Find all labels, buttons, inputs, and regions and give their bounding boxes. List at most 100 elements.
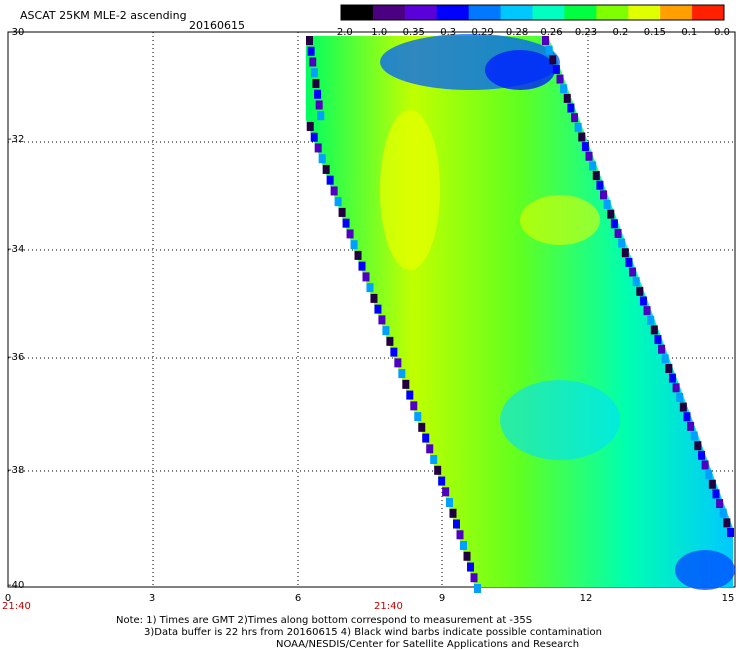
lat-label: -30 <box>8 27 25 38</box>
swath-edge-cell <box>410 401 418 411</box>
swath-edge-cell <box>632 277 640 287</box>
lat-label: -40 <box>8 580 25 591</box>
swath-edge-cell <box>639 296 647 306</box>
swath-edge-cell <box>636 286 644 296</box>
swath-edge-cell <box>701 460 709 470</box>
swath-edge-cell <box>708 479 716 489</box>
swath-edge-cell <box>621 248 629 258</box>
swath-edge-cell <box>310 132 318 142</box>
swath-edge-cell <box>719 508 727 518</box>
swath-edge-cell <box>567 103 575 113</box>
swath-edge-cell <box>625 257 633 267</box>
colorbar-label: -0.35 <box>398 27 425 38</box>
colorbar-label: -0.26 <box>536 27 563 38</box>
colorbar-cell <box>660 5 693 20</box>
swath-edge-cell <box>610 219 618 229</box>
swath-edge-cell <box>438 476 446 486</box>
swath-edge-cell <box>585 151 593 161</box>
swath-edge-cell <box>354 250 362 260</box>
swath-edge-cell <box>578 132 586 142</box>
swath-edge-cell <box>456 530 464 540</box>
swath-edge-cell <box>350 240 358 250</box>
swath-dark-blue-cell <box>485 50 555 90</box>
swath-edge-cell <box>470 573 478 583</box>
swath-edge-cell <box>629 267 637 277</box>
swath-edge-cell <box>596 180 604 190</box>
swath-edge-cell <box>362 272 370 282</box>
swath-edge-cell <box>418 422 426 432</box>
swath-edge-cell <box>382 326 390 336</box>
colorbar-cell <box>404 5 438 20</box>
lat-label: -32 <box>8 134 25 145</box>
swath-edge-cell <box>690 431 698 441</box>
swath-edge-cell <box>326 175 334 185</box>
credit-line: NOAA/NESDIS/Center for Satellite Applica… <box>276 639 580 650</box>
swath-edge-cell <box>712 489 720 499</box>
swath-edge-cell <box>563 93 571 103</box>
swath-edge-cell <box>422 433 430 443</box>
swath-edge-cell <box>687 421 695 431</box>
swath-edge-cell <box>406 390 414 400</box>
swath-edge-cell <box>603 200 611 209</box>
time-label: 21:40 <box>2 601 31 612</box>
swath-edge-cell <box>618 238 626 248</box>
swath-cyan-cell <box>500 380 620 460</box>
swath-edge-cell <box>330 186 338 196</box>
colorbar-label: -0.28 <box>502 27 529 38</box>
swath-edge-cell <box>378 315 386 325</box>
swath-edge-cell <box>460 541 468 551</box>
swath-edge-cell <box>665 364 673 373</box>
colorbar-label: -0.3 <box>436 27 457 38</box>
swath-edge-cell <box>650 325 658 335</box>
swath-edge-cell <box>315 100 323 110</box>
swath-edge-cell <box>549 55 557 65</box>
swath-edge-cell <box>314 143 322 153</box>
colorbar-cell <box>468 5 502 20</box>
swath-edge-cell <box>434 465 442 475</box>
swath-edge-cell <box>679 402 687 412</box>
swath-edge-cell <box>386 336 394 346</box>
swath-edge-cell <box>542 36 549 45</box>
swath-edge-cell <box>398 369 406 379</box>
swath-edge-cell <box>390 347 398 357</box>
swath-edge-cell <box>592 171 600 181</box>
swath-edge-cell <box>318 154 326 164</box>
swath-edge-cell <box>697 450 705 460</box>
colorbar-cell <box>436 5 470 20</box>
swath-edge-cell <box>574 122 582 132</box>
lat-label: -38 <box>8 465 25 476</box>
swath-blue-cell-south <box>675 550 735 590</box>
lat-label: -36 <box>8 352 25 363</box>
swath-yellow-cell <box>520 195 600 245</box>
colorbar-cell <box>628 5 661 20</box>
swath-edge-cell <box>309 57 317 67</box>
swath-edge-cell <box>661 354 669 364</box>
swath-edge-cell <box>600 190 608 200</box>
swath-edge-cell <box>306 36 313 45</box>
colorbar-cell <box>564 5 597 20</box>
time-label: 21:40 <box>374 601 403 612</box>
swath-edge-cell <box>668 373 676 383</box>
swath-edge-cell <box>467 562 475 572</box>
colorbar-frame <box>340 4 725 21</box>
swath-edge-cell <box>643 306 651 316</box>
lon-label: 3 <box>148 593 156 604</box>
swath-edge-cell <box>654 335 662 345</box>
colorbar-cell <box>341 5 374 20</box>
lon-label: 9 <box>438 593 446 604</box>
swath-edge-cell <box>342 218 350 228</box>
lon-label: 15 <box>721 593 735 604</box>
swath-edge-cell <box>727 528 734 537</box>
swath-edge-cell <box>430 455 438 465</box>
swath-edge-cell <box>307 46 315 56</box>
swath-edge-cell <box>314 89 322 99</box>
swath-edge-cell <box>366 283 374 293</box>
swath-edge-cell <box>607 209 615 219</box>
swath-edge-cell <box>474 584 482 593</box>
swath-edge-cell <box>445 498 453 508</box>
lon-label: 0 <box>4 593 12 604</box>
swath-edge-cell <box>394 358 402 368</box>
colorbar-label: -0.15 <box>640 27 667 38</box>
lon-label: 12 <box>579 593 593 604</box>
lon-label: 6 <box>294 593 302 604</box>
